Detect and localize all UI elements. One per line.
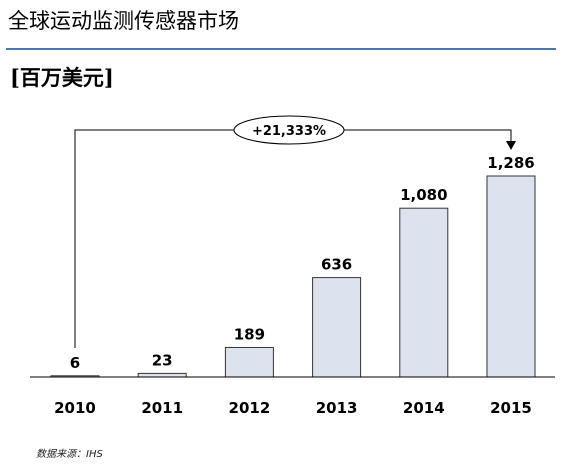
bar <box>137 372 187 378</box>
bar <box>399 207 449 378</box>
value-label: 636 <box>321 256 352 274</box>
growth-arrowhead <box>506 141 516 150</box>
x-tick-label: 2013 <box>316 399 358 417</box>
x-tick-label: 2015 <box>490 399 532 417</box>
value-label: 6 <box>70 354 80 372</box>
bar <box>486 175 536 378</box>
bar <box>224 346 274 378</box>
value-label: 23 <box>152 351 173 369</box>
value-label: 1,286 <box>487 154 534 172</box>
x-tick-label: 2014 <box>403 399 445 417</box>
x-tick-label: 2012 <box>229 399 271 417</box>
bar <box>312 277 362 378</box>
source-note: 数据来源：IHS <box>36 449 103 460</box>
growth-label: +21,333% <box>252 124 326 139</box>
value-label: 1,080 <box>400 186 447 204</box>
title-divider <box>6 48 556 50</box>
growth-badge <box>233 115 345 145</box>
unit-label: [百万美元] <box>10 65 114 90</box>
x-tick-label: 2010 <box>54 399 96 417</box>
page-title: 全球运动监测传感器市场 <box>8 9 239 33</box>
value-label: 189 <box>234 325 265 343</box>
x-tick-label: 2011 <box>141 399 183 417</box>
